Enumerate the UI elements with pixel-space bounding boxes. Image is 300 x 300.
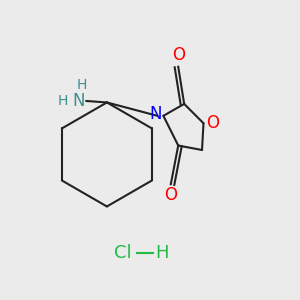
Text: H: H bbox=[155, 244, 169, 262]
Text: O: O bbox=[206, 114, 219, 132]
Text: N: N bbox=[150, 105, 162, 123]
Text: Cl: Cl bbox=[114, 244, 132, 262]
Text: O: O bbox=[164, 186, 177, 204]
Text: H: H bbox=[76, 78, 87, 92]
Text: O: O bbox=[172, 46, 185, 64]
Text: N: N bbox=[72, 92, 85, 110]
Text: H: H bbox=[57, 94, 68, 108]
